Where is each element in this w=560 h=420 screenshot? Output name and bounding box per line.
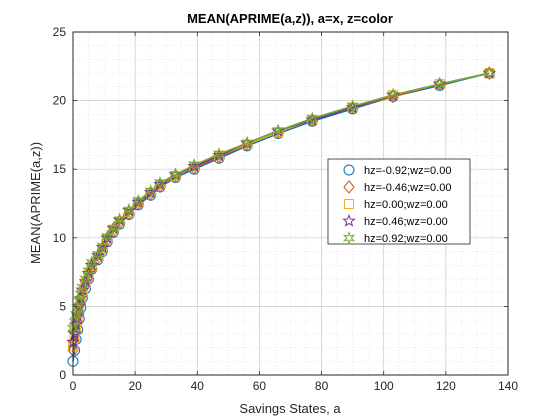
data-point-series-5 bbox=[68, 314, 81, 329]
data-point-series-4 bbox=[100, 230, 115, 244]
x-tick-labels: 0 20 40 60 80 100 120 140 bbox=[70, 379, 519, 393]
y-axis-label: MEAN(APRIME(a,z)) bbox=[28, 142, 43, 264]
data-point-series-5 bbox=[212, 147, 226, 162]
y-tick-label: 0 bbox=[59, 368, 66, 382]
x-tick-label: 0 bbox=[70, 379, 77, 393]
data-point-series-4 bbox=[91, 248, 105, 262]
data-point-series-5 bbox=[188, 157, 201, 173]
legend-box bbox=[327, 158, 471, 245]
y-tick-label: 25 bbox=[53, 25, 67, 39]
data-point-series-3 bbox=[69, 332, 80, 343]
x-tick-label: 80 bbox=[315, 379, 329, 393]
data-point-series-5 bbox=[169, 167, 182, 182]
data-point-series-4 bbox=[67, 326, 82, 340]
legend-marker-4 bbox=[342, 213, 356, 227]
x-tick-label: 60 bbox=[253, 379, 267, 393]
legend-label-1: hz=-0.92;wz=0.00 bbox=[364, 165, 451, 177]
data-point-series-5 bbox=[271, 123, 285, 138]
legend-marker-1 bbox=[343, 164, 355, 176]
axes-box bbox=[72, 31, 509, 376]
legend-label-4: hz=0.46;wz=0.00 bbox=[364, 216, 448, 228]
data-point-series-5 bbox=[113, 212, 126, 228]
data-point-series-4 bbox=[212, 148, 226, 162]
data-point-series-4 bbox=[131, 194, 146, 208]
data-point-series-5 bbox=[483, 66, 496, 81]
x-tick-label: 20 bbox=[128, 379, 142, 393]
y-tick-label: 10 bbox=[53, 231, 67, 245]
data-point-series-5 bbox=[101, 229, 114, 244]
data-point-series-5 bbox=[306, 111, 319, 126]
x-tick-label: 120 bbox=[436, 379, 456, 393]
legend: hz=-0.92;wz=0.00 hz=-0.46;wz=0.00 hz=0.00;… bbox=[327, 158, 471, 246]
data-point-series-5 bbox=[85, 255, 98, 270]
data-point-series-5 bbox=[73, 293, 86, 309]
legend-marker-3 bbox=[344, 199, 354, 209]
data-point-series-5 bbox=[240, 136, 254, 151]
legend-marker-2 bbox=[343, 180, 355, 194]
axis-ticks bbox=[72, 31, 509, 376]
data-point-series-4 bbox=[153, 177, 167, 191]
data-point-series-4 bbox=[305, 112, 320, 126]
y-tick-labels: 0 5 10 15 20 25 bbox=[53, 25, 67, 382]
x-tick-label: 100 bbox=[374, 379, 394, 393]
data-point-series-5 bbox=[96, 238, 109, 254]
legend-label-2: hz=-0.46;wz=0.00 bbox=[364, 182, 451, 194]
data-point-series-5 bbox=[76, 280, 89, 295]
data-point-series-5 bbox=[132, 193, 145, 208]
data-point-series-4 bbox=[187, 159, 202, 173]
legend-marker-5 bbox=[342, 230, 356, 246]
data-point-series-4 bbox=[345, 100, 360, 114]
x-tick-label: 40 bbox=[191, 379, 205, 393]
y-tick-label: 5 bbox=[59, 299, 66, 313]
data-point-series-5 bbox=[386, 88, 400, 103]
legend-label-3: hz=0.00;wz=0.00 bbox=[364, 199, 448, 211]
data-point-series-5 bbox=[153, 175, 167, 191]
legend-label-5: hz=0.92;wz=0.00 bbox=[364, 233, 448, 245]
y-tick-label: 15 bbox=[53, 162, 67, 176]
data-point-series-5 bbox=[433, 77, 446, 92]
data-point-series-5 bbox=[122, 203, 136, 218]
data-point-series-4 bbox=[143, 185, 158, 199]
data-point-series-5 bbox=[144, 184, 157, 199]
data-point-series-5 bbox=[74, 286, 87, 302]
y-tick-label: 20 bbox=[53, 94, 67, 108]
series-markers bbox=[66, 65, 497, 367]
data-point-series-5 bbox=[79, 271, 92, 287]
data-point-series-5 bbox=[82, 263, 95, 278]
x-tick-label: 140 bbox=[498, 379, 518, 393]
data-point-series-5 bbox=[107, 221, 120, 236]
data-point-series-5 bbox=[69, 307, 83, 322]
x-axis-label: Savings States, a bbox=[239, 401, 341, 416]
data-point-series-5 bbox=[346, 98, 359, 114]
chart-title: MEAN(APRIME(a,z)), a=x, z=color bbox=[187, 11, 393, 26]
data-point-series-4 bbox=[95, 240, 110, 254]
